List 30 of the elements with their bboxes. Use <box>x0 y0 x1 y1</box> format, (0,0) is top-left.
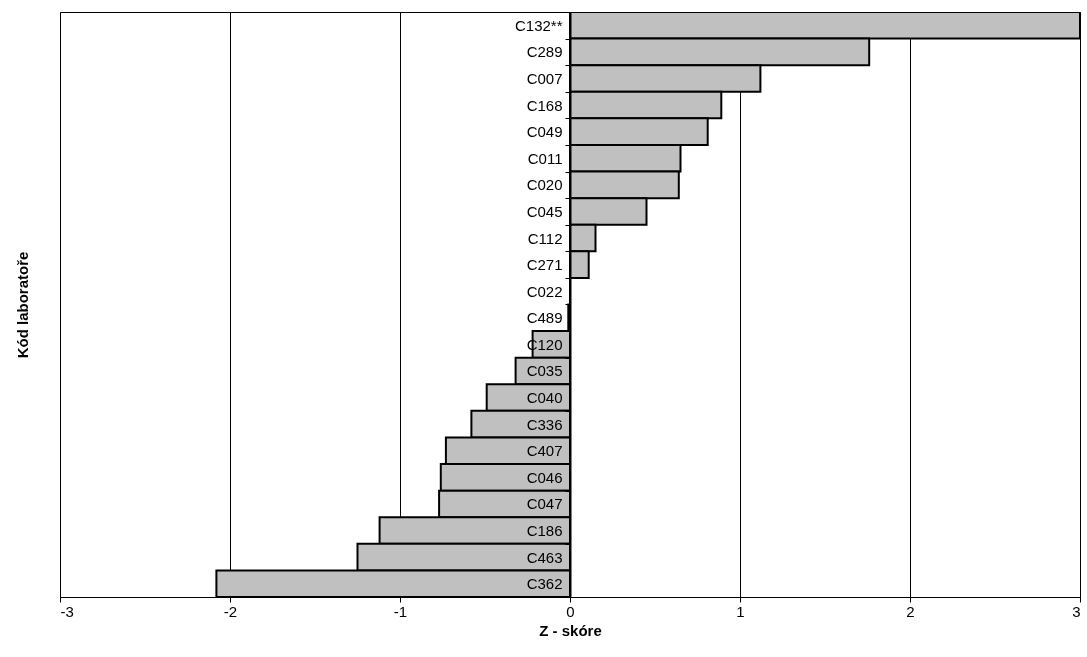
y-tick-label: C289 <box>526 43 563 61</box>
y-tick-label: C271 <box>526 256 563 274</box>
y-tick-label: C011 <box>527 149 563 167</box>
y-tick-label: C407 <box>526 442 563 460</box>
y-tick-label: C362 <box>526 575 563 593</box>
y-tick-label: C336 <box>526 415 563 433</box>
y-tick-label: C489 <box>526 309 563 327</box>
y-tick-label: C046 <box>526 468 563 486</box>
x-tick-label: 3 <box>1072 602 1081 620</box>
x-tick-label: 0 <box>566 602 575 620</box>
y-tick-label: C040 <box>526 389 563 407</box>
y-axis-title: Kód laboratoře <box>13 251 31 359</box>
y-tick-label: C020 <box>526 176 563 194</box>
x-axis-title: Z - skóre <box>539 621 602 639</box>
x-tick-label: 2 <box>906 602 915 620</box>
y-tick-label: C035 <box>526 362 563 380</box>
y-tick-label: C168 <box>526 96 563 114</box>
y-tick-label: C186 <box>526 522 563 540</box>
y-tick-label: C045 <box>526 202 563 220</box>
x-tick-label: -3 <box>60 602 74 620</box>
y-tick-label: C132** <box>514 16 563 34</box>
y-tick-label: C007 <box>526 69 563 87</box>
x-tick-label: -2 <box>223 602 238 620</box>
y-tick-label: C022 <box>526 282 563 300</box>
x-tick-label: -1 <box>393 602 408 620</box>
x-tick-label: 1 <box>736 602 745 620</box>
y-tick-label: C112 <box>527 229 563 247</box>
y-tick-label: C463 <box>526 548 563 566</box>
y-tick-label: C047 <box>526 495 563 513</box>
y-tick-label: C049 <box>526 123 563 141</box>
